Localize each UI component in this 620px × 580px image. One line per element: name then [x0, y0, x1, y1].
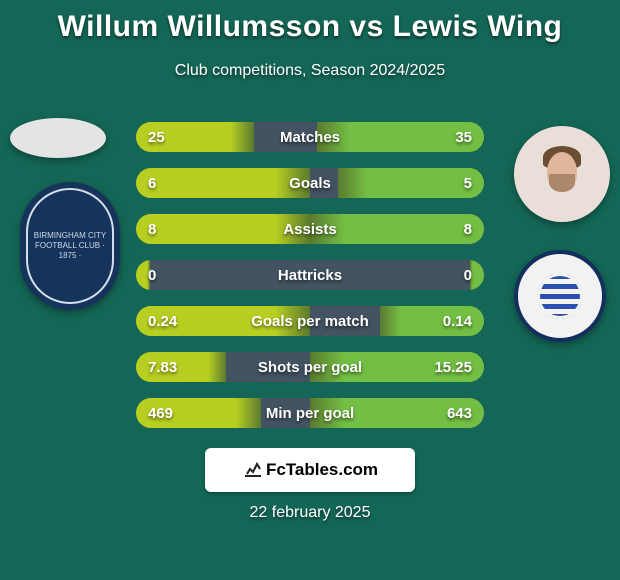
stat-row: 6Goals5 — [136, 168, 484, 198]
chart-icon — [242, 457, 264, 484]
stat-row: 0Hattricks0 — [136, 260, 484, 290]
club-crest-right — [514, 250, 606, 342]
subtitle: Club competitions, Season 2024/2025 — [0, 62, 620, 80]
stat-row: 0.24Goals per match0.14 — [136, 306, 484, 336]
brand-badge: FcTables.com — [205, 448, 415, 492]
stat-row-overlay: 25Matches35 — [136, 122, 484, 152]
face-icon — [537, 144, 587, 204]
stat-label: Goals per match — [136, 313, 484, 330]
stat-label: Goals — [136, 175, 484, 192]
stat-row: 25Matches35 — [136, 122, 484, 152]
stat-label: Shots per goal — [136, 359, 484, 376]
stat-row-overlay: 6Goals5 — [136, 168, 484, 198]
stat-row-overlay: 469Min per goal643 — [136, 398, 484, 428]
stat-row: 469Min per goal643 — [136, 398, 484, 428]
hoops-icon — [537, 273, 583, 319]
club-crest-left: BIRMINGHAM CITY FOOTBALL CLUB · 1875 · — [20, 182, 120, 310]
player-left-photo — [10, 118, 106, 158]
date-text: 22 february 2025 — [0, 504, 620, 522]
stat-row: 8Assists8 — [136, 214, 484, 244]
stat-row-overlay: 8Assists8 — [136, 214, 484, 244]
stat-label: Min per goal — [136, 405, 484, 422]
stats-panel: 25Matches35 6Goals5 8Assists8 0Hattricks0 0.… — [136, 122, 484, 444]
page-title: Willum Willumsson vs Lewis Wing — [0, 10, 620, 44]
stat-label: Hattricks — [136, 267, 484, 284]
stat-row-overlay: 0.24Goals per match0.14 — [136, 306, 484, 336]
player-right-photo — [514, 126, 610, 222]
brand-text: FcTables.com — [266, 460, 378, 480]
stat-row-overlay: 0Hattricks0 — [136, 260, 484, 290]
stat-label: Assists — [136, 221, 484, 238]
stat-row-overlay: 7.83Shots per goal15.25 — [136, 352, 484, 382]
stat-row: 7.83Shots per goal15.25 — [136, 352, 484, 382]
stat-label: Matches — [136, 129, 484, 146]
